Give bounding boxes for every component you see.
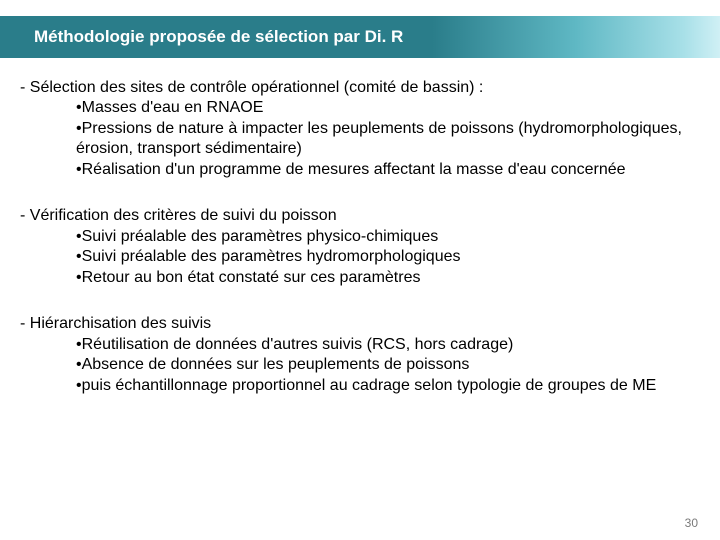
bullet-text: Suivi préalable des paramètres physico-c… <box>82 228 439 245</box>
section-3-bullets: •Réutilisation de données d'autres suivi… <box>20 335 700 396</box>
section-1: - Sélection des sites de contrôle opérat… <box>20 78 700 180</box>
section-3: - Hiérarchisation des suivis •Réutilisat… <box>20 314 700 396</box>
list-item: •Pressions de nature à impacter les peup… <box>76 119 700 160</box>
bullet-text: Retour au bon état constaté sur ces para… <box>82 269 421 286</box>
list-item: •Masses d'eau en RNAOE <box>76 98 700 118</box>
bullet-text: puis échantillonnage proportionnel au ca… <box>82 377 657 394</box>
list-item: •Réutilisation de données d'autres suivi… <box>76 335 700 355</box>
list-item: •Réalisation d'un programme de mesures a… <box>76 160 700 180</box>
section-2-lead: - Vérification des critères de suivi du … <box>20 206 700 226</box>
section-2-bullets: •Suivi préalable des paramètres physico-… <box>20 227 700 288</box>
bullet-text: Suivi préalable des paramètres hydromorp… <box>82 248 461 265</box>
section-1-lead: - Sélection des sites de contrôle opérat… <box>20 78 700 98</box>
slide-content: - Sélection des sites de contrôle opérat… <box>20 78 700 422</box>
slide-title: Méthodologie proposée de sélection par D… <box>34 27 403 47</box>
list-item: •Suivi préalable des paramètres physico-… <box>76 227 700 247</box>
list-item: •Suivi préalable des paramètres hydromor… <box>76 247 700 267</box>
bullet-text: Absence de données sur les peuplements d… <box>82 356 470 373</box>
list-item: •puis échantillonnage proportionnel au c… <box>76 376 700 396</box>
section-3-lead: - Hiérarchisation des suivis <box>20 314 700 334</box>
section-2: - Vérification des critères de suivi du … <box>20 206 700 288</box>
bullet-text: Masses d'eau en RNAOE <box>82 99 264 116</box>
page-number: 30 <box>685 516 698 530</box>
list-item: •Absence de données sur les peuplements … <box>76 355 700 375</box>
title-bar: Méthodologie proposée de sélection par D… <box>0 16 720 58</box>
slide: Méthodologie proposée de sélection par D… <box>0 0 720 540</box>
section-1-bullets: •Masses d'eau en RNAOE •Pressions de nat… <box>20 98 700 180</box>
bullet-text: Réutilisation de données d'autres suivis… <box>82 336 514 353</box>
list-item: •Retour au bon état constaté sur ces par… <box>76 268 700 288</box>
bullet-text: Pressions de nature à impacter les peupl… <box>76 120 682 157</box>
bullet-text: Réalisation d'un programme de mesures af… <box>82 161 626 178</box>
